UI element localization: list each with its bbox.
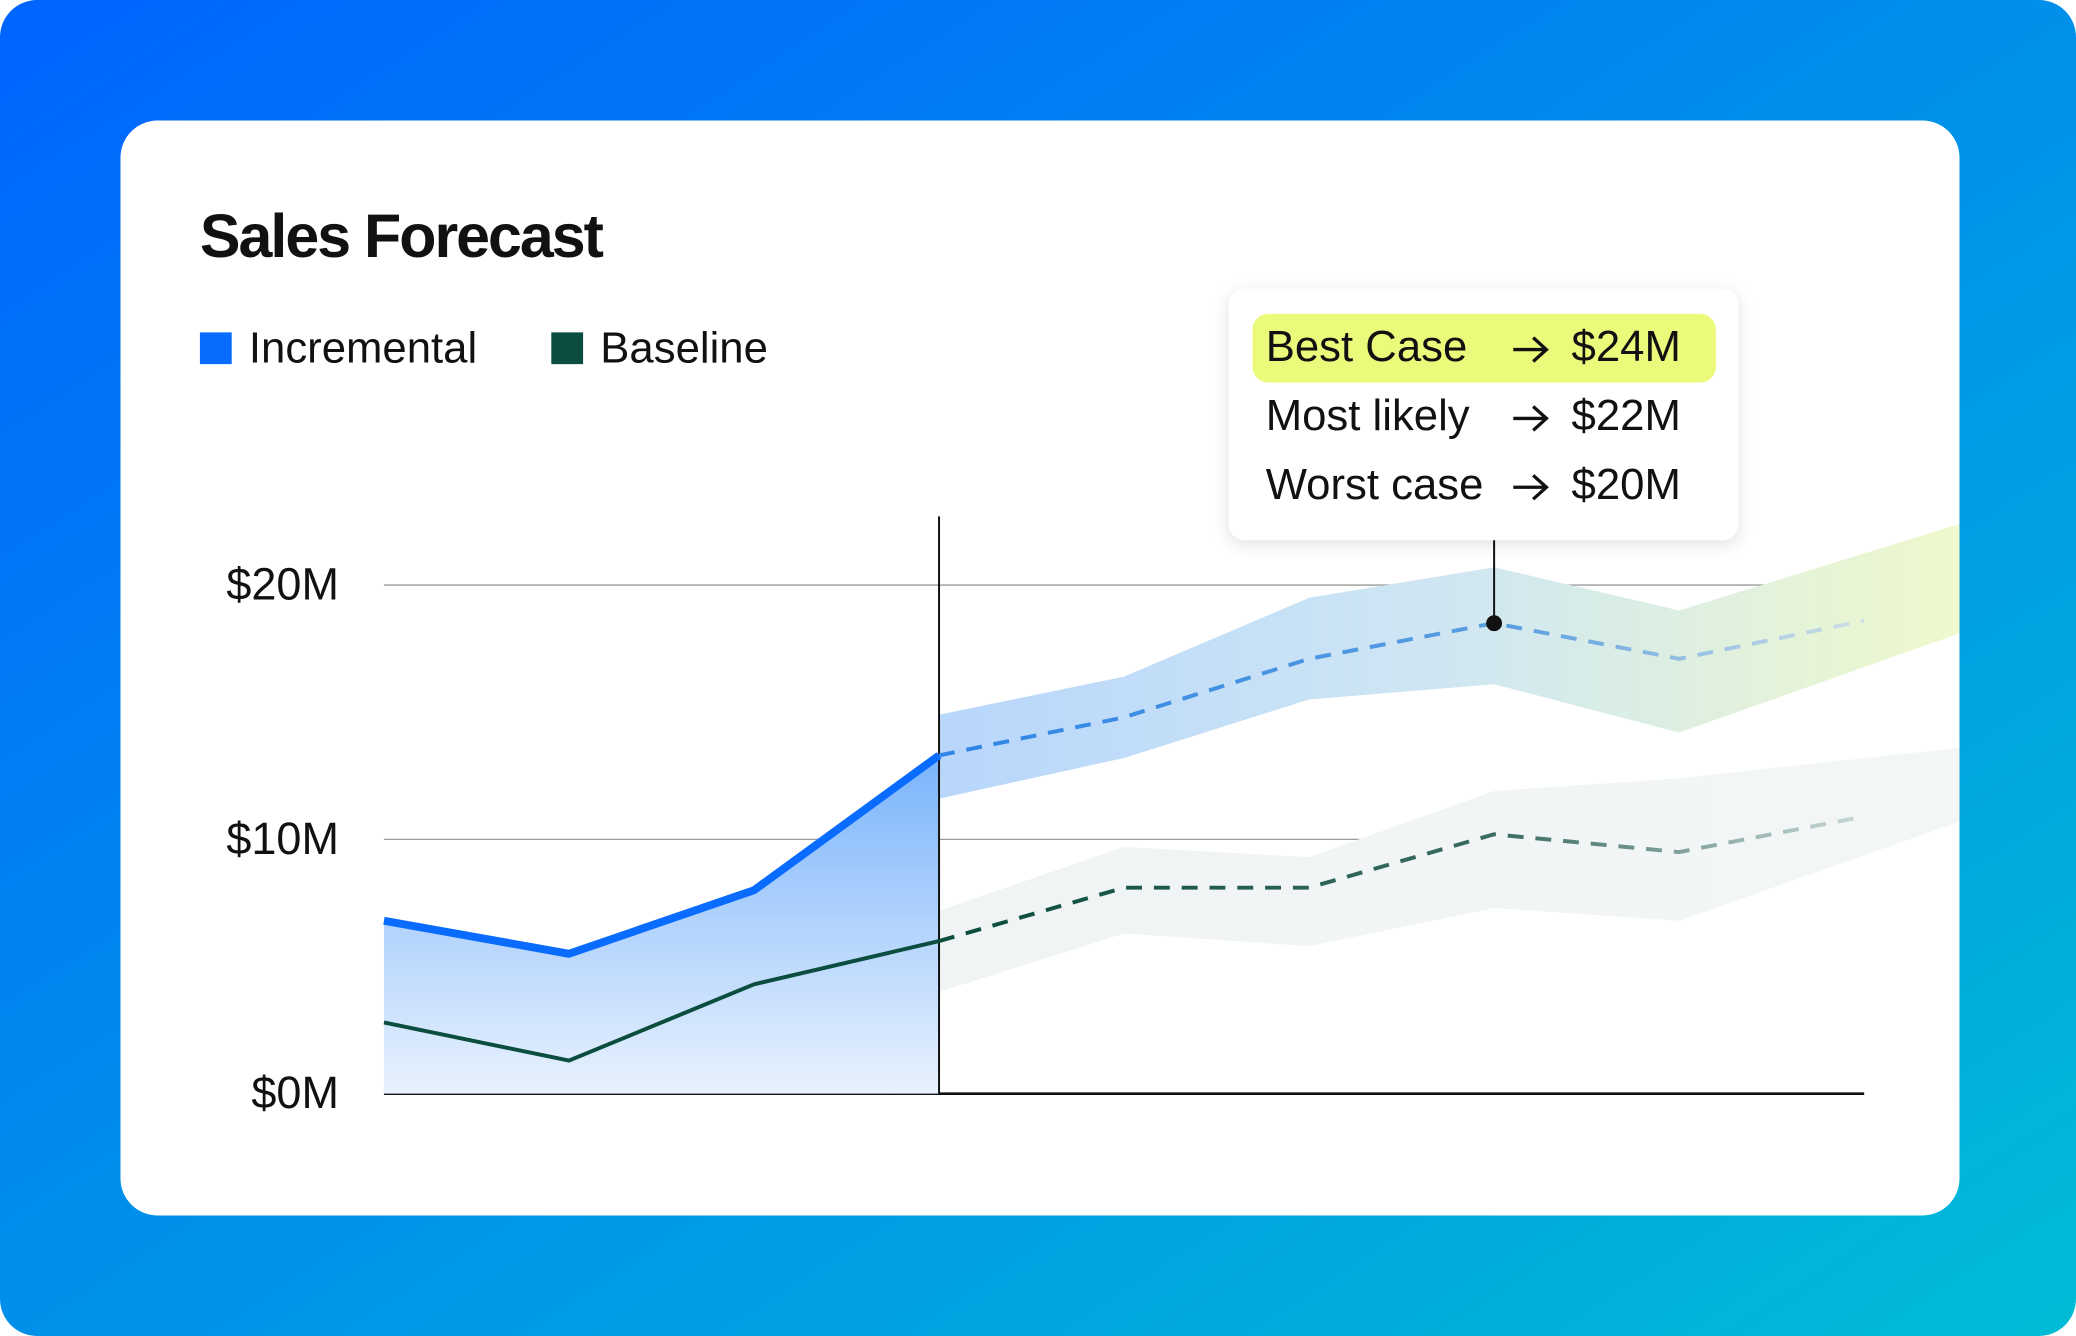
legend: Incremental Baseline <box>199 323 768 372</box>
y-tick-label: $10M <box>226 813 339 864</box>
tooltip-value: $20M <box>1572 460 1681 509</box>
tooltip-highlight <box>1252 313 1716 383</box>
legend-label: Baseline <box>600 323 768 372</box>
forecast-band <box>939 524 1960 799</box>
tooltip-arrow <box>1513 405 1549 432</box>
tooltip-label: Best Case <box>1266 322 1468 371</box>
forecast-band <box>939 747 1960 992</box>
forecast-line <box>938 814 1865 943</box>
tooltip-label: Most likely <box>1266 391 1470 440</box>
tooltip: Best Case $24M Most likely $22M Worst case $2… <box>1228 288 1739 632</box>
plot <box>383 516 1960 1095</box>
legend-swatch <box>551 332 584 365</box>
tooltip-arrow <box>1513 336 1549 363</box>
tooltip-label: Worst case <box>1266 460 1484 509</box>
tooltip-value: $22M <box>1572 391 1681 440</box>
actual-line <box>383 939 940 1063</box>
legend-label: Incremental <box>249 323 477 372</box>
tooltip-arrow <box>1513 474 1549 501</box>
forecast-line <box>938 618 1865 758</box>
y-tick-label: $0M <box>251 1067 339 1118</box>
tooltip-value: $24M <box>1572 322 1681 371</box>
tooltip-point <box>1486 615 1503 632</box>
y-tick-label: $20M <box>226 559 339 610</box>
chart-title: Sales Forecast <box>200 202 604 270</box>
legend-swatch <box>199 332 232 365</box>
actual-line <box>383 752 942 958</box>
